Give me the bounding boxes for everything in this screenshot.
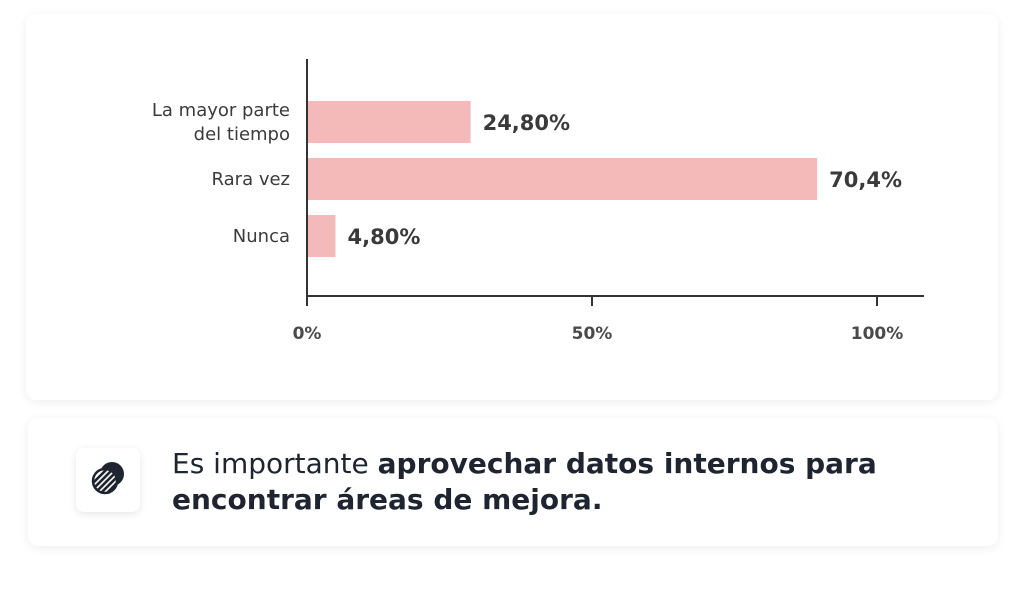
bar-chart: 24,80% La mayor parte del tiempo 70,4% Rara … <box>152 59 924 344</box>
bar <box>307 215 336 257</box>
insight-icon-box <box>76 448 140 512</box>
category-label: La mayor parte <box>152 100 290 121</box>
bar <box>307 158 818 200</box>
insight-text-bold: aprovechar datos internos para encontrar… <box>172 447 877 516</box>
bar <box>307 101 471 143</box>
value-label: 24,80% <box>483 111 570 135</box>
category-label: Nunca <box>233 226 290 247</box>
value-label: 70,4% <box>829 168 902 192</box>
insight-card: Es importante aprovechar datos internos … <box>28 418 998 546</box>
value-label: 4,80% <box>348 225 421 249</box>
globe-icon <box>88 458 128 502</box>
chart-card: 24,80% La mayor parte del tiempo 70,4% Rara … <box>26 14 998 400</box>
x-tick-label: 50% <box>572 324 613 344</box>
x-tick-label: 100% <box>851 324 904 344</box>
insight-text: Es importante aprovechar datos internos … <box>172 446 972 518</box>
category-label: del tiempo <box>194 124 290 145</box>
x-tick-label: 0% <box>293 324 322 344</box>
category-label: Rara vez <box>212 169 290 190</box>
insight-text-normal: Es importante <box>172 447 378 480</box>
